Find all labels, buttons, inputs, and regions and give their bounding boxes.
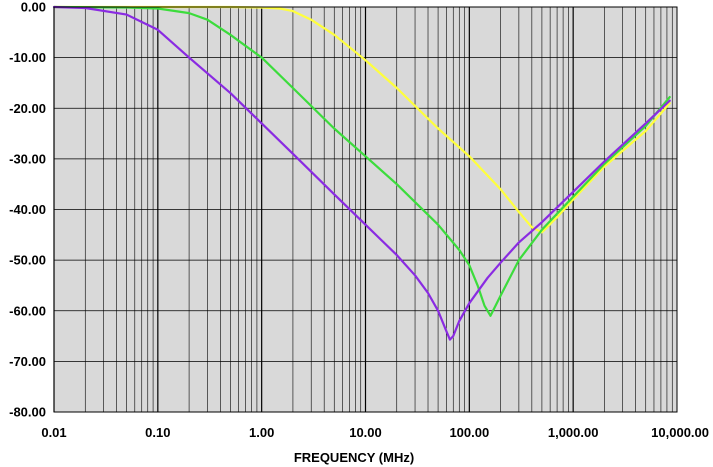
y-tick-label: -10.00 bbox=[9, 50, 46, 65]
x-axis-tick-labels: 0.01 0.10 1.00 10.00 100.00 1,000.00 10,000.00 bbox=[41, 425, 709, 440]
y-tick-label: -30.00 bbox=[9, 151, 46, 166]
x-tick-label: 1.00 bbox=[249, 425, 274, 440]
x-tick-label: 10.00 bbox=[349, 425, 382, 440]
x-tick-label: 10,000.00 bbox=[651, 425, 709, 440]
grid-lines bbox=[53, 6, 677, 413]
y-tick-label: -70.00 bbox=[9, 354, 46, 369]
series-line-2 bbox=[52, 5, 671, 317]
plot-border bbox=[53, 6, 678, 413]
x-tick-label: 0.10 bbox=[145, 425, 170, 440]
x-tick-label: 1,000.00 bbox=[548, 425, 599, 440]
x-axis-title: FREQUENCY (MHz) bbox=[294, 450, 414, 465]
series-line-1 bbox=[52, 5, 671, 234]
series-layer bbox=[52, 5, 671, 341]
x-tick-label: 0.01 bbox=[41, 425, 66, 440]
x-tick-label: 100.00 bbox=[449, 425, 489, 440]
series-line-3 bbox=[52, 5, 671, 341]
y-axis-tick-labels: 0.00 -10.00 -20.00 -30.00 -40.00 -50.00 -60.00… bbox=[9, 0, 46, 420]
y-tick-label: -50.00 bbox=[9, 253, 46, 268]
y-tick-label: -40.00 bbox=[9, 202, 46, 217]
y-tick-label: -20.00 bbox=[9, 101, 46, 116]
y-tick-label: 0.00 bbox=[21, 0, 46, 15]
y-tick-label: -60.00 bbox=[9, 303, 46, 318]
y-tick-label: -80.00 bbox=[9, 405, 46, 420]
